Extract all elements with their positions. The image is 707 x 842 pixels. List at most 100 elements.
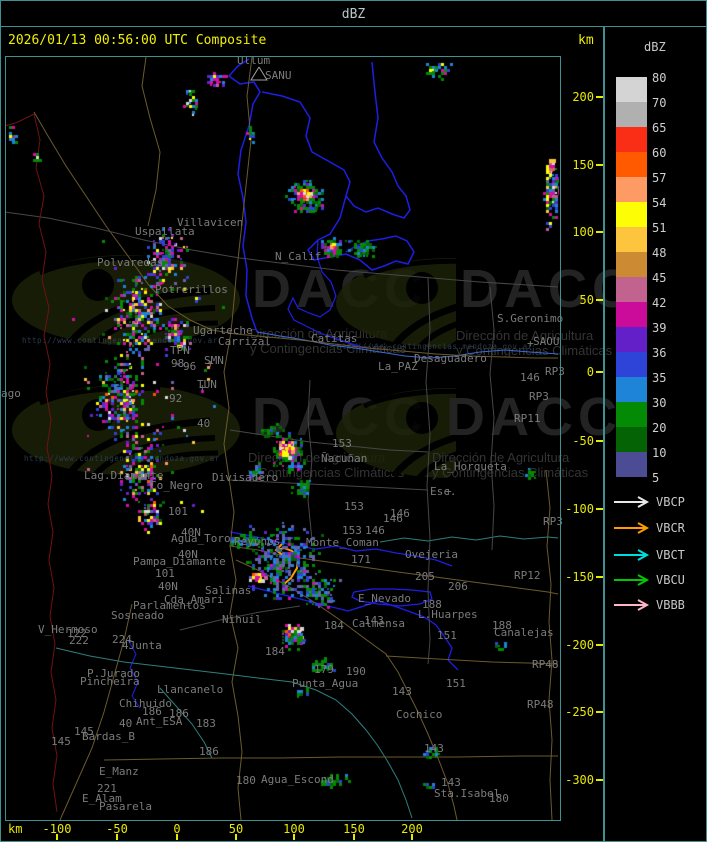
map-label: 151 xyxy=(446,677,466,690)
vector-arrow-icon xyxy=(614,496,650,508)
y-tick-mark xyxy=(596,440,603,442)
x-tick-mark xyxy=(293,834,295,840)
dbz-scale-label: 60 xyxy=(652,146,667,160)
dbz-swatch xyxy=(616,352,647,377)
map-label: Ant_ESA xyxy=(136,715,183,728)
x-tick-mark xyxy=(116,834,118,840)
vector-arrow-icon xyxy=(614,574,650,586)
vector-label: VBCT xyxy=(656,548,685,562)
x-tick-mark xyxy=(56,834,58,840)
vector-arrow-icon xyxy=(614,522,650,534)
x-tick-label: 0 xyxy=(173,822,181,836)
vector-label: VBCU xyxy=(656,573,685,587)
map-label: Catitas xyxy=(311,332,358,345)
dbz-scale-label: 45 xyxy=(652,271,667,285)
map-label: 186 xyxy=(199,745,219,758)
map-label: 101 xyxy=(155,567,175,580)
map-label: ago xyxy=(1,387,21,400)
map-label: Carrizal xyxy=(218,335,271,348)
dbz-swatch xyxy=(616,377,647,402)
map-label: 184 xyxy=(265,645,285,658)
title-bar: dBZ xyxy=(0,0,707,27)
map-label: Parlamentos xyxy=(133,599,206,612)
map-label: Monte_Coman xyxy=(306,536,379,549)
dbz-swatch xyxy=(616,327,647,352)
map-label: N_Calif xyxy=(275,250,322,263)
dbz-swatch xyxy=(616,427,647,452)
map-label: 183 xyxy=(196,717,216,730)
dbz-swatch xyxy=(616,252,647,277)
y-tick-mark xyxy=(596,96,603,98)
map-label: Pasarela xyxy=(99,800,152,813)
dbz-scale-label: 51 xyxy=(652,221,667,235)
y-tick-mark xyxy=(596,231,603,233)
y-tick-mark xyxy=(596,508,603,510)
x-tick-mark xyxy=(235,834,237,840)
dbz-scale-label: 65 xyxy=(652,121,667,135)
map-label: 179 xyxy=(314,663,334,676)
map-label: Desaguadero xyxy=(414,352,487,365)
map-label: 40N xyxy=(178,548,198,561)
map-label: E_Manz xyxy=(99,765,139,778)
map-label: S.Geronimo xyxy=(497,312,564,325)
map-label: Cda_Amari xyxy=(164,593,224,606)
y-tick-mark xyxy=(596,299,603,301)
map-label: Co_Negro xyxy=(150,479,203,492)
map-label: TUN xyxy=(197,378,217,391)
dbz-scale-label: 48 xyxy=(652,246,667,260)
map-label: 40 xyxy=(119,717,133,730)
map-label: + xyxy=(199,381,206,394)
map-label: 222 xyxy=(69,634,89,647)
y-tick-label: -300 xyxy=(565,773,594,787)
x-tick-label: 150 xyxy=(343,822,365,836)
timestamp-label: 2026/01/13 00:56:00 UTC Composite xyxy=(8,33,267,48)
map-label: Ovejeria xyxy=(405,548,458,561)
map-label: Agua_Escond xyxy=(261,773,334,786)
map-label: Divisadero xyxy=(212,471,279,484)
dbz-swatch xyxy=(616,177,647,202)
map-label: 40N xyxy=(181,526,201,539)
dbz-scale-label: 30 xyxy=(652,396,667,410)
map-label: La_Horqueta xyxy=(434,460,507,473)
y-tick-label: 0 xyxy=(586,365,594,379)
map-label: 143 xyxy=(424,742,444,755)
y-tick-label: -100 xyxy=(565,502,594,516)
map-label: E_Nevado xyxy=(358,592,411,605)
map-label: L.Huarpes xyxy=(418,608,478,621)
panel-divider xyxy=(603,27,605,841)
map-label: Uspallata xyxy=(135,225,195,238)
map-label: Reyunos xyxy=(234,535,281,548)
y-tick-label: -150 xyxy=(565,570,594,584)
y-tick-label: 100 xyxy=(572,225,594,239)
y-tick-label: 200 xyxy=(572,90,594,104)
x-axis-unit-label: km xyxy=(8,822,23,836)
map-label: Esc. xyxy=(430,485,457,498)
map-label: 153 xyxy=(332,437,352,450)
dbz-swatch xyxy=(616,402,647,427)
map-label: Ullum xyxy=(237,54,271,67)
x-tick-mark xyxy=(353,834,355,840)
map-label: 146 xyxy=(365,524,385,537)
map-label: + xyxy=(207,357,214,370)
dbz-swatch xyxy=(616,127,647,152)
dbz-scale-label: 39 xyxy=(652,321,667,335)
vector-arrow-icon xyxy=(614,599,650,611)
y-tick-label: -50 xyxy=(572,434,594,448)
map-label: 146 xyxy=(520,371,540,384)
dbz-swatch xyxy=(616,452,647,477)
map-label: 190 xyxy=(346,665,366,678)
y-tick-mark xyxy=(596,711,603,713)
map-label: + xyxy=(445,485,452,498)
map-label: 101 xyxy=(168,505,188,518)
map-label: 96 xyxy=(183,360,197,373)
map-label: 206 xyxy=(448,580,468,593)
map-label: Potrerillos xyxy=(155,283,228,296)
dbz-swatch xyxy=(616,277,647,302)
map-label: 153 xyxy=(342,524,362,537)
map-label: Canalejas xyxy=(494,626,554,639)
map-label: Ñacuñan xyxy=(321,452,368,465)
map-label: Sta.Isabel xyxy=(434,787,501,800)
dbz-scale-label: 42 xyxy=(652,296,667,310)
